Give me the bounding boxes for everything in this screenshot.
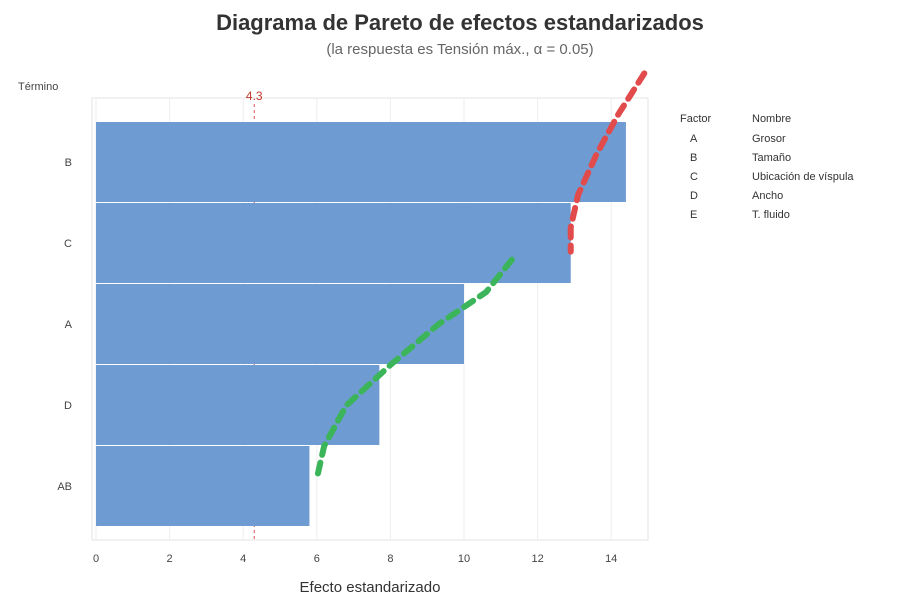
y-tick-label-b: B (65, 157, 72, 169)
legend-name-b: Tamaño (752, 152, 791, 164)
x-tick-label-7: 14 (605, 553, 617, 565)
legend: Factor Nombre A Grosor B Tamaño C Ubicac… (680, 113, 854, 221)
legend-factor-e: E (690, 209, 697, 221)
legend-factor-a: A (690, 133, 698, 145)
chart-title: Diagrama de Pareto de efectos estandariz… (216, 10, 704, 35)
legend-factor-c: C (690, 171, 698, 183)
x-tick-label-0: 0 (93, 553, 99, 565)
y-tick-label-a: A (65, 319, 73, 331)
x-tick-label-2: 4 (240, 553, 246, 565)
x-tick-label-4: 8 (387, 553, 393, 565)
x-tick-label-6: 12 (531, 553, 543, 565)
y-tick-label-ab: AB (57, 481, 72, 493)
x-tick-label-1: 2 (167, 553, 173, 565)
bar-ab (96, 446, 310, 526)
legend-header-name: Nombre (752, 113, 791, 125)
bars (96, 122, 626, 526)
x-tick-label-5: 10 (458, 553, 470, 565)
bar-b (96, 122, 626, 202)
y-tick-labels: B C A D AB (57, 157, 72, 493)
chart-subtitle: (la respuesta es Tensión máx., α = 0.05) (326, 41, 593, 58)
legend-name-c: Ubicación de víspula (752, 171, 854, 183)
bar-d (96, 365, 380, 445)
reference-label: 4.3 (246, 89, 263, 103)
legend-name-e: T. fluido (752, 209, 790, 221)
y-tick-label-c: C (64, 238, 72, 250)
legend-name-d: Ancho (752, 190, 783, 202)
legend-factor-d: D (690, 190, 698, 202)
x-axis-title: Efecto estandarizado (300, 579, 441, 596)
curve-1 (313, 256, 515, 482)
bar-c (96, 203, 571, 283)
y-axis-title: Término (18, 81, 58, 93)
x-tick-label-3: 6 (314, 553, 320, 565)
legend-factor-b: B (690, 152, 697, 164)
curve-0 (567, 70, 648, 255)
curves (313, 70, 648, 482)
bar-a (96, 284, 464, 364)
legend-name-a: Grosor (752, 133, 786, 145)
legend-header-factor: Factor (680, 113, 712, 125)
x-tick-labels: 0 2 4 6 8 10 12 14 (93, 553, 617, 565)
y-tick-label-d: D (64, 400, 72, 412)
plot-area: 4.3 (91, 70, 649, 541)
